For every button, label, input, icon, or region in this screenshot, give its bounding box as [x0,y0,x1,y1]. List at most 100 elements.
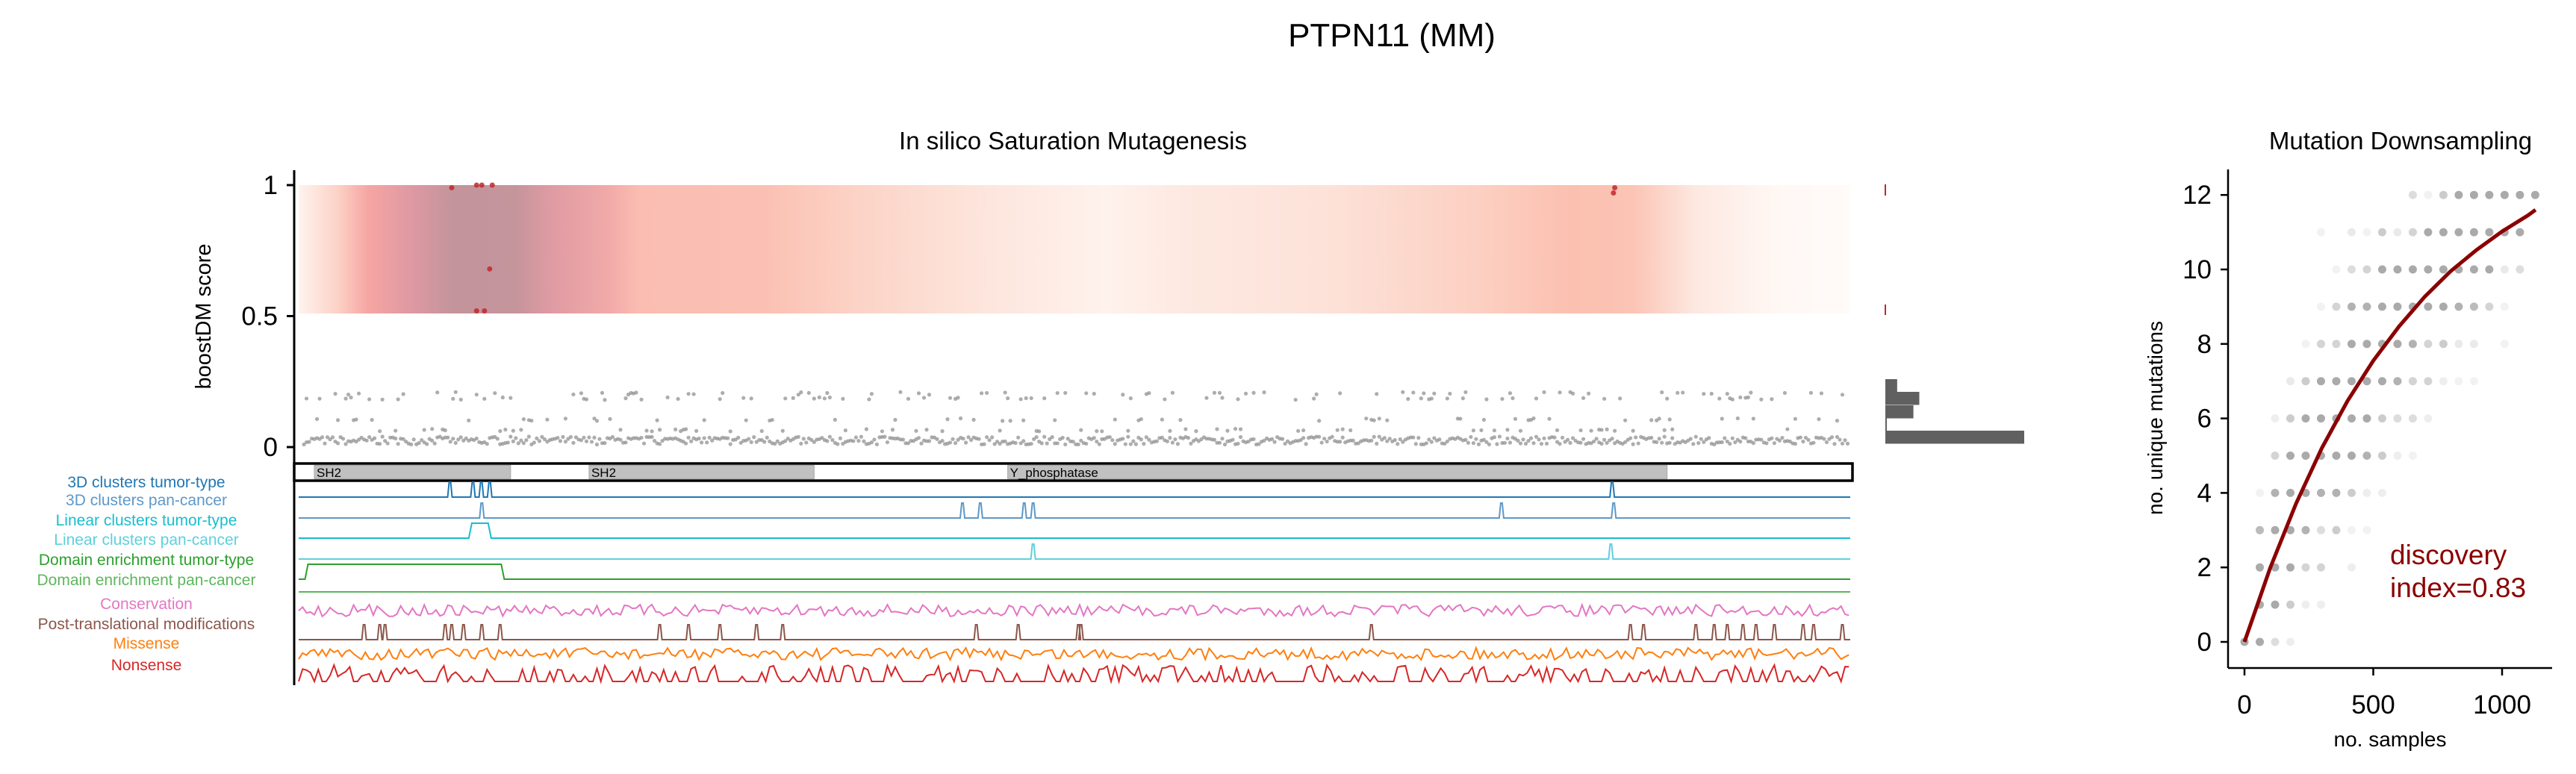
score-dot [378,429,382,434]
score-dot [1283,441,1287,446]
score-dot [773,441,777,446]
score-dot [1835,434,1840,440]
score-dot [1558,442,1562,446]
score-dot [618,428,623,432]
downsample-point [2469,377,2478,386]
score-dot [1144,435,1148,440]
score-dot [1063,390,1068,396]
score-dot [1375,441,1379,446]
score-dot [1107,434,1112,440]
score-dot [1340,435,1345,440]
score-dot [1471,428,1475,433]
score-dot [430,427,435,431]
score-dot [694,428,699,433]
score-dot [1387,437,1392,441]
score-dot [1565,437,1570,442]
score-dot [519,428,523,432]
score-dot [458,397,463,402]
downsample-point [2316,488,2325,497]
score-dot [1542,390,1546,395]
score-dot [1204,396,1209,400]
score-dot [1084,391,1089,396]
score-dot [980,391,984,396]
downsample-point [2377,377,2386,386]
score-dot [1819,391,1824,396]
score-dot [1531,441,1536,446]
driver-dot [449,185,455,191]
score-dot [1667,417,1672,422]
score-dot [1217,390,1222,395]
score-dot [1749,390,1753,395]
score-dot [1665,396,1670,401]
downsample-point [2301,340,2310,349]
downsample-point [2516,228,2524,237]
score-dot [801,437,806,441]
score-dot [1411,435,1416,440]
score-dot [948,440,953,445]
score-dot [1660,440,1664,445]
score-dot [652,438,657,443]
score-dot [1832,442,1837,446]
score-dot [1262,438,1266,443]
score-dot [721,390,725,396]
score-dot [1500,396,1505,402]
domain-bar: SH2 SH2 Y_phosphatase [293,462,1854,482]
score-dot [995,440,1000,444]
score-dot [1432,436,1437,440]
score-dot [383,439,388,443]
score-dot [1128,442,1133,446]
score-dot [1325,439,1329,444]
score-dot [1314,392,1319,396]
score-dot [592,416,597,421]
score-dot [1006,396,1010,401]
downsample-point [2377,265,2386,274]
score-dot [1432,391,1437,396]
score-dot [1317,419,1322,423]
track-label: Domain enrichment pan-cancer [37,572,256,589]
score-dot [1003,439,1007,443]
score-dot [754,440,759,444]
score-dot [474,393,479,397]
score-dot [1717,396,1722,401]
score-dot [1840,441,1845,446]
score-dot [540,434,544,439]
score-dot [968,437,974,443]
score-dot [1212,390,1217,395]
score-dot [1042,434,1047,439]
score-dot [1602,437,1607,442]
score-dot [1445,396,1449,401]
y-tick-label: 12 [2183,181,2212,210]
score-dot [1824,440,1829,445]
track-label: Post-translational modifications [38,616,255,633]
saturation-mutagenesis-panel: In silico Saturation Mutagenesis boostDM… [37,127,2024,685]
downsample-point [2347,228,2356,237]
score-dot [1516,438,1520,443]
score-dot [367,434,372,440]
score-dot [1502,440,1508,445]
score-dot [1655,440,1659,445]
score-dot [1222,442,1228,447]
score-dot [558,439,563,443]
score-dot [1016,435,1021,440]
y-tick-label: 0.5 [241,302,278,331]
score-dot [1481,417,1487,422]
score-dot [1709,391,1714,396]
score-dot [1670,436,1675,440]
score-dot [1746,395,1750,399]
score-dot [1479,428,1484,433]
score-dot [1743,436,1748,440]
track-label: Nonsense [111,657,182,674]
score-dot [1170,390,1175,395]
score-dot [1728,441,1732,446]
score-dot [1095,439,1099,444]
score-dot [1634,435,1638,440]
score-dot [401,392,405,396]
score-dot [1738,440,1743,444]
downsample-point [2469,228,2478,237]
score-dot [1045,441,1049,446]
score-dot [791,396,795,400]
score-dot [1484,440,1489,444]
downsample-point [2516,265,2524,274]
score-dot [869,440,874,445]
